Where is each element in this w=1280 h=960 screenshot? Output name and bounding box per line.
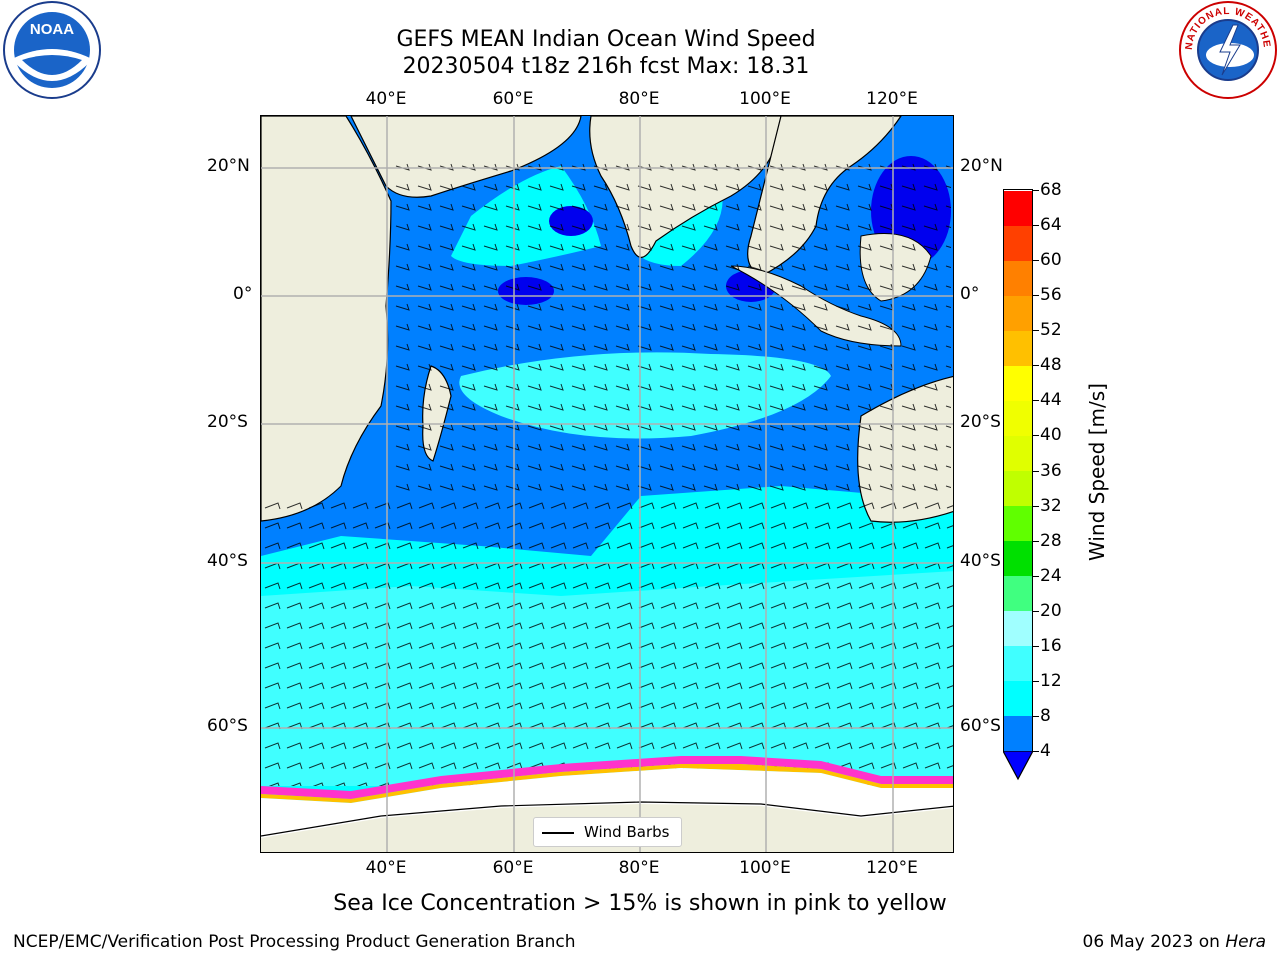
lon-label-top: 40°E	[365, 89, 407, 109]
colorbar-tick-label: 48	[1040, 355, 1062, 376]
colorbar-tick-label: 36	[1040, 460, 1062, 481]
noaa-logo: NOAA	[2, 0, 102, 100]
colorbar-tick-label: 16	[1040, 635, 1062, 656]
sea-ice-note: Sea Ice Concentration > 15% is shown in …	[333, 891, 947, 916]
colorbar-segment	[1004, 716, 1032, 751]
lon-label-top: 120°E	[866, 89, 918, 109]
colorbar-tick-mark	[1033, 505, 1039, 507]
colorbar-segment	[1004, 541, 1032, 576]
colorbar-tick-mark	[1033, 260, 1039, 262]
colorbar-tick-label: 20	[1040, 600, 1062, 621]
nws-logo: NATIONAL WEATHER SERVICE	[1174, 0, 1278, 100]
colorbar-tick-mark	[1033, 645, 1039, 647]
colorbar-tick-mark	[1033, 295, 1039, 297]
colorbar-tick-label: 40	[1040, 425, 1062, 446]
wind-barbs-north	[391, 156, 951, 496]
legend-label: Wind Barbs	[584, 823, 670, 841]
colorbar-under-triangle	[1003, 751, 1033, 781]
lat-label-right: 60°S	[960, 716, 1001, 736]
map-panel	[260, 115, 954, 853]
lat-label-left: 20°S	[207, 412, 248, 432]
colorbar-tick-label: 8	[1040, 705, 1051, 726]
colorbar-tick-mark	[1033, 330, 1039, 332]
sea-ice-edge-yellow	[261, 764, 953, 803]
chart-subtitle: 20230504 t18z 216h fcst Max: 18.31	[402, 54, 810, 79]
lon-label-bottom: 40°E	[365, 858, 407, 878]
lon-label-bottom: 120°E	[866, 858, 918, 878]
lon-label-bottom: 60°E	[492, 858, 534, 878]
footer-credit: NCEP/EMC/Verification Post Processing Pr…	[13, 932, 576, 952]
colorbar-tick-label: 56	[1040, 285, 1062, 306]
wind-barbs-south	[261, 496, 953, 786]
colorbar-segment	[1004, 681, 1032, 716]
legend-line-sample	[542, 832, 574, 834]
colorbar-tick-mark	[1033, 225, 1039, 227]
colorbar-segment	[1004, 471, 1032, 506]
sea-ice-edge	[261, 756, 953, 799]
colorbar-tick-mark	[1033, 751, 1039, 752]
lon-label-top: 60°E	[492, 89, 534, 109]
colorbar	[1003, 189, 1033, 752]
footer-machine: Hera	[1225, 932, 1266, 952]
colorbar-tick-mark	[1033, 610, 1039, 612]
lon-label-bottom: 80°E	[618, 858, 660, 878]
colorbar-segment	[1004, 401, 1032, 436]
graticule	[261, 116, 953, 852]
antarctic-coastline	[261, 801, 953, 837]
colorbar-tick-label: 4	[1040, 741, 1051, 761]
colorbar-segment	[1004, 226, 1032, 261]
colorbar-tick-mark	[1033, 365, 1039, 367]
lat-label-left: 0°	[233, 284, 253, 304]
colorbar-tick-label: 64	[1040, 215, 1062, 236]
colorbar-tick-label: 52	[1040, 320, 1062, 341]
lat-label-left: 60°S	[207, 716, 248, 736]
colorbar-tick-label: 44	[1040, 390, 1062, 411]
lat-label-right: 20°N	[960, 156, 1003, 176]
lon-label-top: 80°E	[618, 89, 660, 109]
lon-label-top: 100°E	[739, 89, 791, 109]
colorbar-segment	[1004, 366, 1032, 401]
lat-label-left: 40°S	[207, 551, 248, 571]
colorbar-segment	[1004, 331, 1032, 366]
colorbar-tick-label: 68	[1040, 180, 1062, 200]
lat-label-right: 40°S	[960, 551, 1001, 571]
colorbar-segment	[1004, 296, 1032, 331]
colorbar-segment	[1004, 191, 1032, 226]
colorbar-segment	[1004, 436, 1032, 471]
colorbar-tick-mark	[1033, 540, 1039, 542]
lon-label-bottom: 100°E	[739, 858, 791, 878]
colorbar-label: Wind Speed [m/s]	[1085, 383, 1109, 561]
colorbar-tick-label: 12	[1040, 670, 1062, 691]
lat-label-right: 0°	[960, 284, 980, 304]
lat-label-right: 20°S	[960, 412, 1001, 432]
colorbar-tick-mark	[1033, 575, 1039, 577]
colorbar-tick-label: 24	[1040, 565, 1062, 586]
colorbar-tick-mark	[1033, 435, 1039, 437]
colorbar-segment	[1004, 261, 1032, 296]
colorbar-tick-label: 60	[1040, 250, 1062, 271]
colorbar-segment	[1004, 576, 1032, 611]
colorbar-segment	[1004, 506, 1032, 541]
chart-title: GEFS MEAN Indian Ocean Wind Speed	[396, 27, 816, 52]
map-legend: Wind Barbs	[533, 817, 682, 847]
colorbar-tick-mark	[1033, 190, 1039, 191]
colorbar-segment	[1004, 646, 1032, 681]
colorbar-tick-label: 28	[1040, 530, 1062, 551]
footer-date: 06 May 2023 on Hera	[1083, 932, 1267, 952]
noaa-text: NOAA	[30, 21, 74, 38]
colorbar-segment	[1004, 611, 1032, 646]
colorbar-tick-label: 32	[1040, 495, 1062, 516]
footer-date-text: 06 May 2023 on	[1082, 932, 1226, 952]
colorbar-tick-mark	[1033, 680, 1039, 682]
colorbar-tick-mark	[1033, 400, 1039, 402]
lat-label-left: 20°N	[207, 156, 250, 176]
colorbar-tick-mark	[1033, 470, 1039, 472]
colorbar-tick-mark	[1033, 715, 1039, 717]
